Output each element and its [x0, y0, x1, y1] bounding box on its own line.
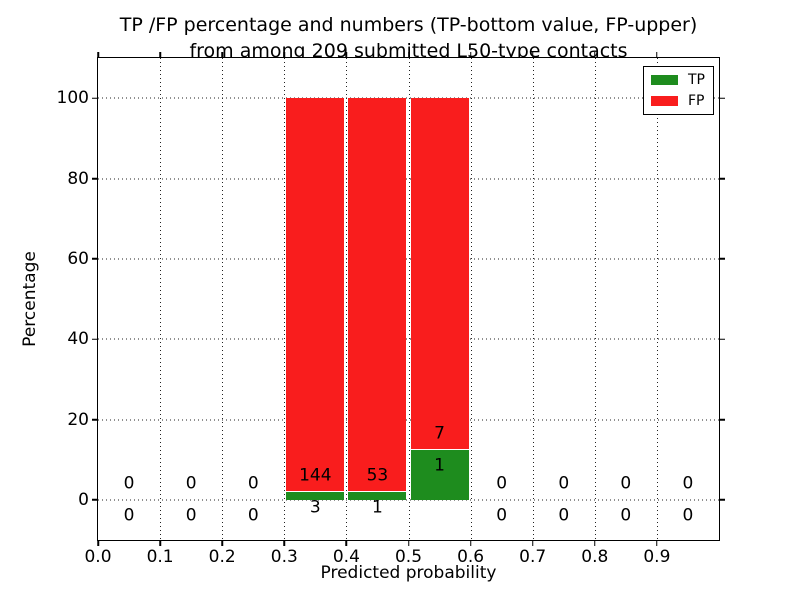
y-tick — [720, 499, 725, 501]
x-tick — [345, 52, 348, 57]
y-axis-label: Percentage — [20, 251, 40, 347]
chart-title-line2: from among 209 submitted L50-type contac… — [189, 40, 628, 62]
tp-count-label: 0 — [247, 505, 259, 526]
x-tick-label: 0.2 — [208, 547, 236, 567]
x-tick — [531, 541, 534, 546]
fp-count-label: 0 — [123, 473, 135, 494]
y-tick-label: 0 — [78, 489, 89, 510]
v-gridline — [408, 58, 410, 540]
legend-label-tp: TP — [688, 72, 705, 88]
y-tick-label: 40 — [67, 329, 89, 350]
x-tick — [345, 541, 348, 546]
fp-count-label: 0 — [247, 473, 259, 494]
legend-item-fp: FP — [651, 94, 705, 108]
x-tick-label: 0.5 — [394, 547, 423, 567]
fp-count-label: 0 — [558, 473, 570, 494]
legend-swatch-fp-icon — [651, 96, 678, 106]
legend-swatch-tp-icon — [651, 75, 678, 85]
v-gridline — [222, 58, 224, 540]
x-tick — [283, 52, 286, 57]
chart-title-line1: TP /FP percentage and numbers (TP-bottom… — [119, 14, 698, 36]
v-gridline — [594, 58, 596, 540]
v-gridline — [160, 58, 162, 540]
x-tick — [469, 52, 472, 57]
plot-area: TP FP 0 20 40 60 80 100 0.0 0.1 0.2 0.3 0.4 0.5 0.6 0… — [57, 52, 725, 567]
legend-item-tp: TP — [651, 73, 705, 87]
x-tick — [407, 52, 410, 57]
chart-title: TP /FP percentage and numbers (TP-bottom… — [97, 12, 720, 64]
x-tick — [97, 52, 99, 57]
y-tick — [92, 177, 97, 180]
y-tick — [92, 97, 97, 99]
y-tick — [720, 258, 725, 260]
x-axis-label: Predicted probability — [320, 563, 497, 583]
x-tick — [469, 541, 472, 546]
fp-count-label: 0 — [185, 473, 197, 494]
x-tick-label: 0.8 — [581, 547, 609, 567]
tp-count-label: 3 — [309, 497, 321, 518]
x-tick-label: 0.7 — [519, 547, 547, 567]
y-tick — [720, 338, 725, 340]
fp-count-label: 144 — [299, 465, 332, 486]
tp-count-label: 0 — [123, 505, 135, 526]
tp-count-label: 0 — [682, 505, 694, 526]
v-gridline — [532, 58, 534, 540]
tp-count-label: 1 — [372, 497, 383, 518]
fp-count-label: 0 — [620, 473, 632, 494]
y-tick — [92, 499, 97, 501]
y-tick — [720, 97, 725, 99]
bar-segment-tp — [348, 492, 407, 500]
x-tick — [221, 541, 223, 546]
y-tick — [92, 418, 97, 421]
bar-segment-fp — [410, 98, 469, 450]
x-tick-label: 0.9 — [643, 547, 671, 567]
tp-count-label: 0 — [620, 505, 632, 526]
x-tick — [221, 52, 223, 57]
v-gridline — [470, 58, 472, 540]
x-tick-label: 0.6 — [457, 547, 485, 567]
y-tick — [720, 177, 725, 180]
y-tick-label: 80 — [67, 168, 89, 189]
bar-segment-fp — [286, 98, 345, 492]
v-gridline — [284, 58, 286, 540]
tp-count-label: 0 — [558, 505, 570, 526]
x-tick — [283, 541, 286, 546]
legend-label-fp: FP — [688, 93, 705, 109]
bar-segment-tp — [286, 491, 345, 500]
tp-count-label: 0 — [496, 505, 508, 526]
fp-count-label: 7 — [434, 423, 445, 444]
x-tick-label: 0.3 — [270, 547, 298, 567]
x-tick-label: 0.4 — [332, 547, 360, 567]
x-tick — [594, 541, 596, 546]
y-tick — [92, 338, 97, 340]
x-tick — [594, 52, 596, 57]
x-tick — [159, 52, 161, 57]
x-tick — [656, 52, 658, 57]
fp-count-label: 0 — [496, 473, 508, 494]
v-gridline — [656, 58, 658, 540]
y-tick — [720, 418, 725, 421]
fp-count-label: 53 — [366, 465, 389, 486]
y-tick — [92, 258, 97, 260]
x-tick-label: 0.0 — [84, 547, 112, 567]
tp-count-label: 1 — [434, 455, 445, 476]
v-gridline — [346, 58, 348, 540]
x-tick-label: 0.1 — [146, 547, 174, 567]
fp-count-label: 0 — [682, 473, 694, 494]
y-tick-label: 60 — [67, 248, 89, 269]
x-tick — [531, 52, 534, 57]
tp-count-label: 0 — [185, 505, 197, 526]
bar-segment-tp — [410, 449, 469, 500]
legend: TP FP — [643, 66, 714, 115]
y-tick-label: 20 — [67, 409, 89, 430]
x-tick — [656, 541, 658, 546]
x-tick — [407, 541, 410, 546]
y-tick-label: 100 — [56, 88, 89, 109]
bar-segment-fp — [348, 98, 407, 493]
x-tick — [159, 541, 161, 546]
x-tick — [97, 541, 99, 546]
